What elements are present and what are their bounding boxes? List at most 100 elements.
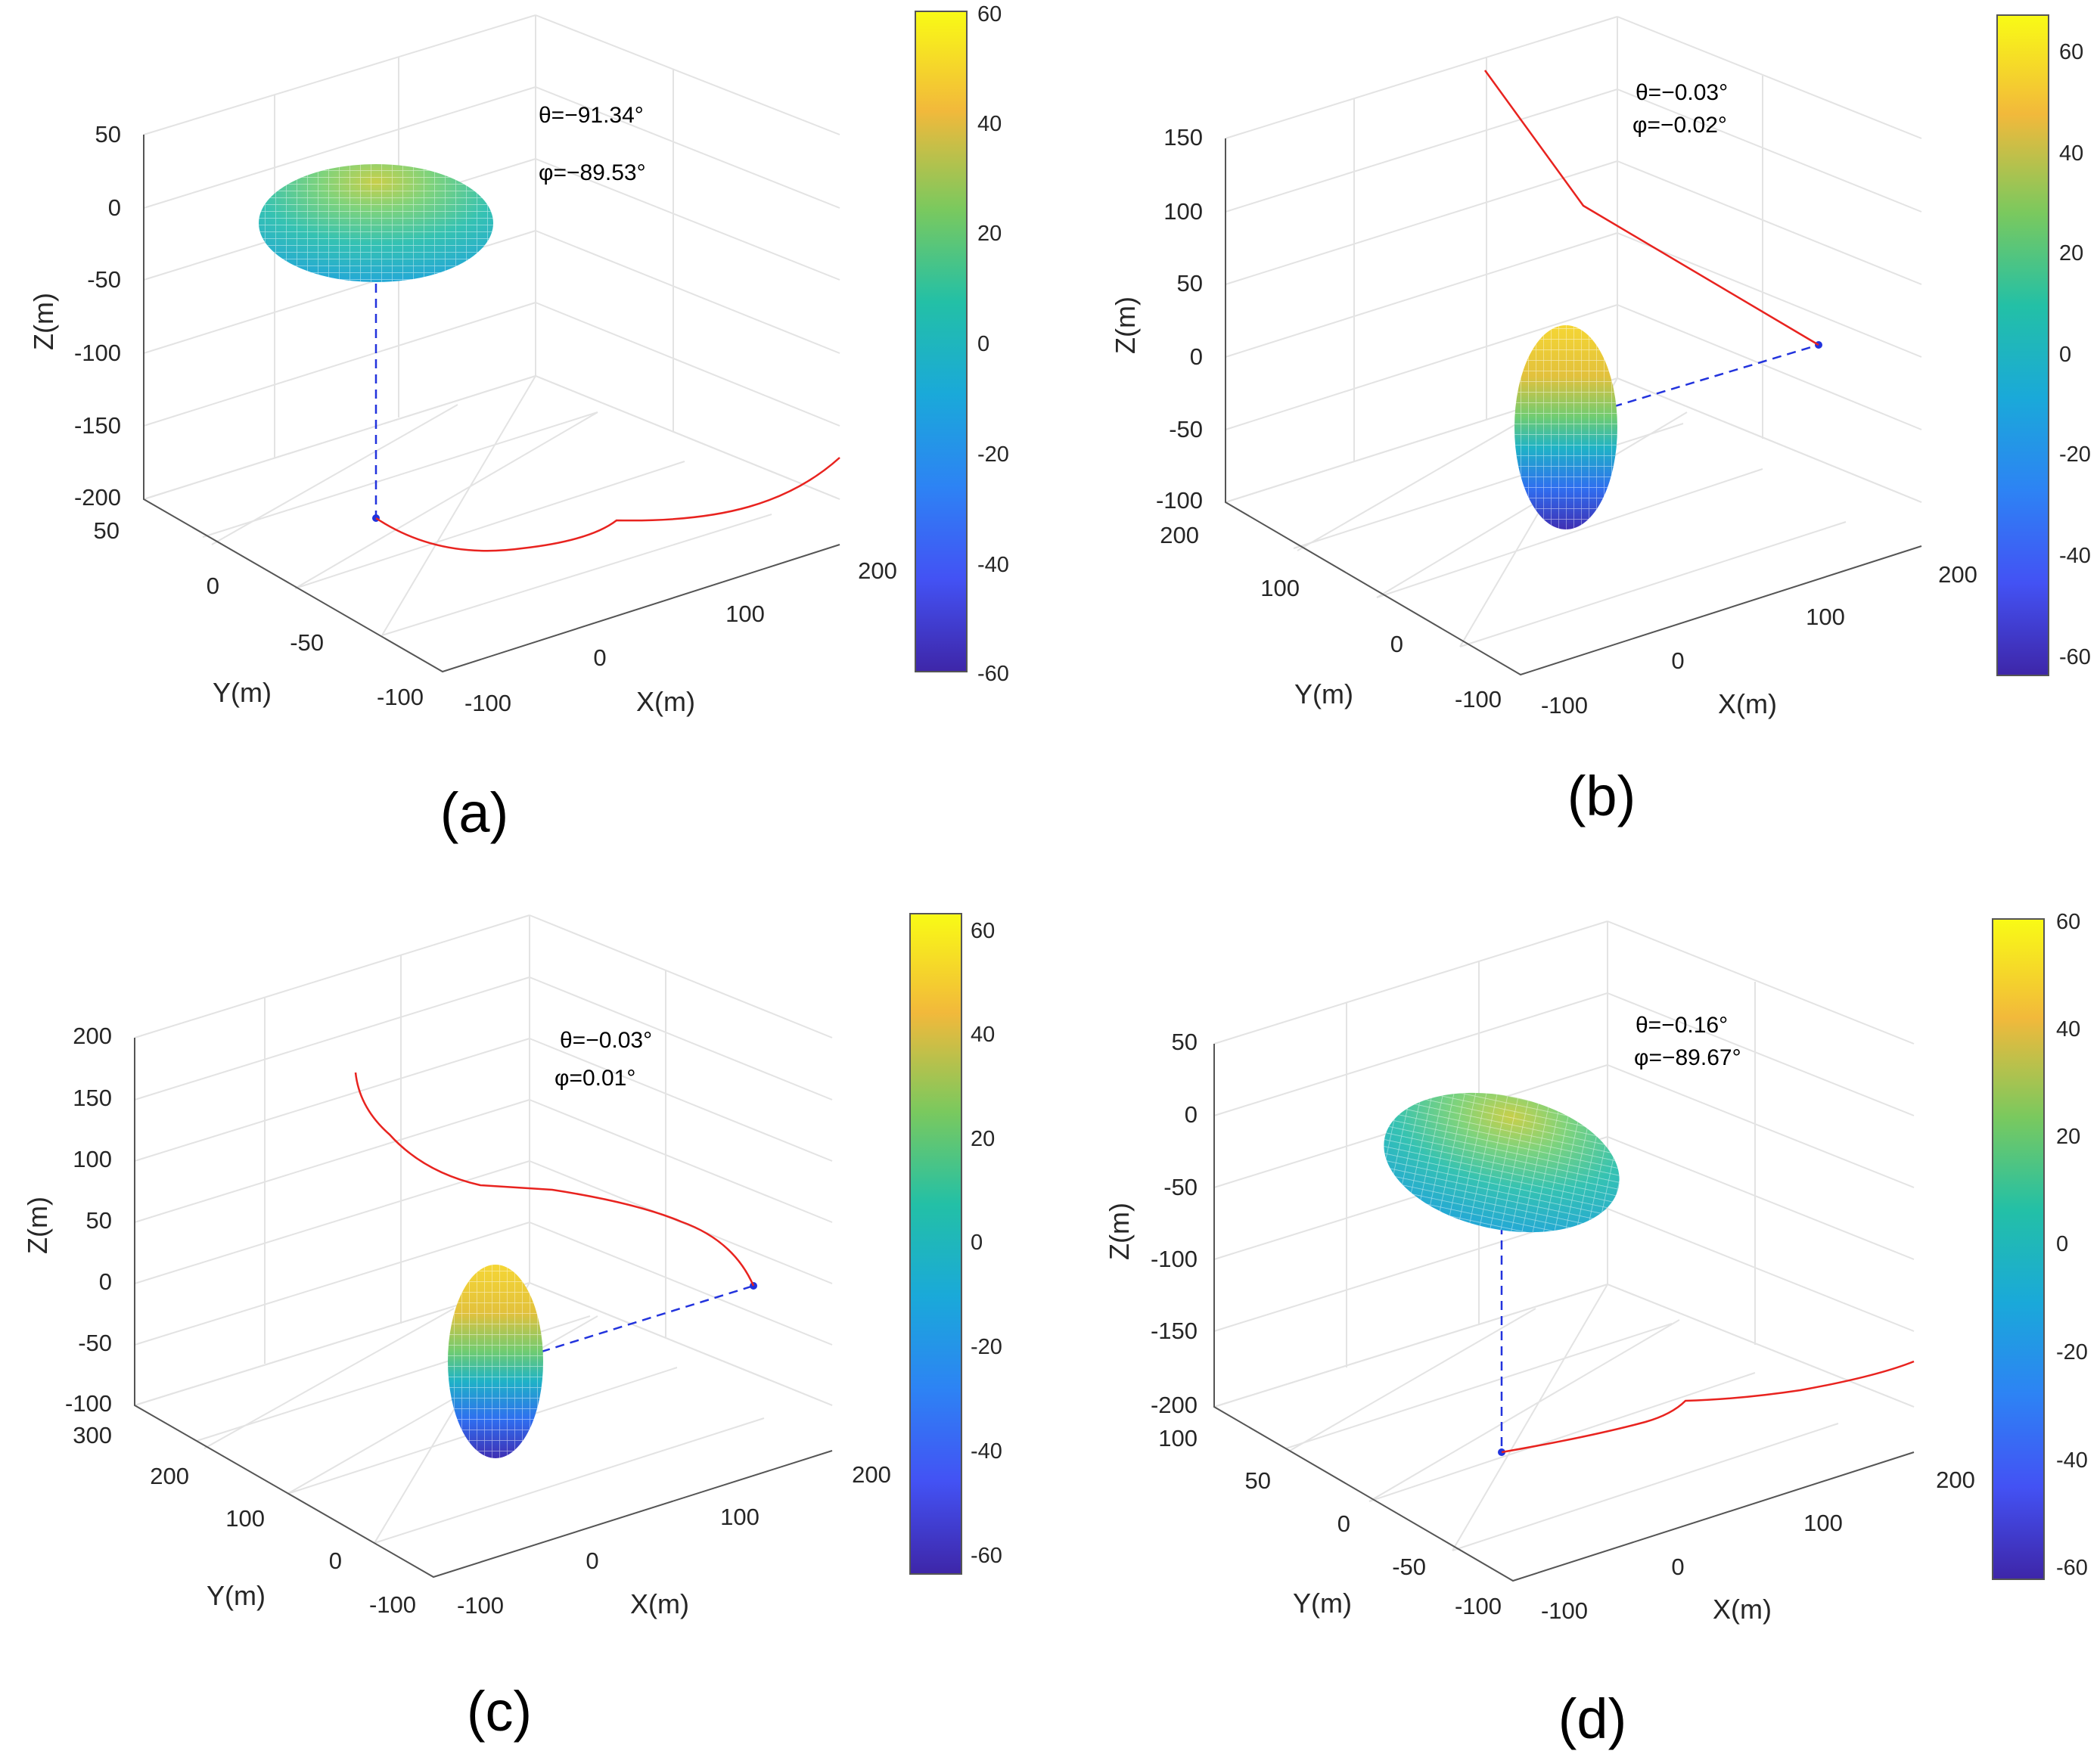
- panel-a-phi: φ=−89.53°: [539, 160, 646, 185]
- panel-c-x-ticks: -100 0 100 200: [457, 1461, 891, 1619]
- panel-d-x-tick: 0: [1671, 1554, 1684, 1580]
- panel-b-x-tick: 100: [1806, 604, 1845, 630]
- panel-a-y-tick: -100: [377, 684, 424, 710]
- panel-b-cb-tick: -60: [2059, 645, 2091, 669]
- panel-a-trajectory: [375, 457, 840, 552]
- panel-a: 50 0 -50 -100 -150 -200 50 0 -50 -100 -1…: [28, 2, 1009, 844]
- panel-b-cb-tick: 0: [2059, 343, 2071, 367]
- panel-c-y-tick: 300: [73, 1422, 112, 1448]
- panel-d-phi: φ=−89.67°: [1634, 1045, 1741, 1070]
- panel-a-cb-tick: 20: [977, 222, 1002, 246]
- panel-d-y-label: Y(m): [1293, 1588, 1352, 1619]
- panel-c-axes: [134, 1038, 833, 1579]
- panel-b-cb-tick: -20: [2059, 442, 2091, 467]
- panel-d-x-label: X(m): [1713, 1594, 1772, 1625]
- panel-a-y-ticks: 50 0 -50 -100: [94, 517, 424, 710]
- panel-c-z-label: Z(m): [22, 1197, 53, 1254]
- panel-a-cb-tick: -60: [977, 662, 1009, 686]
- panel-a-x-ticks: -100 0 100 200: [464, 557, 897, 716]
- panel-a-z-tick: -200: [74, 484, 121, 511]
- panel-d-y-tick: -100: [1455, 1593, 1502, 1619]
- panel-a-cb-tick: 40: [977, 112, 1002, 136]
- panel-a-y-tick: 50: [94, 517, 120, 544]
- panel-a-label: (a): [440, 781, 508, 844]
- panel-c-y-tick: 200: [150, 1463, 189, 1489]
- panel-a-z-tick: 0: [108, 194, 121, 221]
- panel-c-z-tick: -100: [65, 1390, 112, 1417]
- panel-c-z-tick: 100: [73, 1146, 112, 1172]
- panel-a-cb-tick: -40: [977, 553, 1009, 577]
- panel-c-y-tick: 100: [225, 1505, 265, 1532]
- panel-a-z-tick: -100: [74, 340, 121, 366]
- panel-c-trajectory: [354, 1072, 755, 1287]
- panel-d-x-tick: -100: [1541, 1597, 1588, 1624]
- panel-b-z-tick: 150: [1163, 124, 1203, 151]
- panel-c-ellipsoid: [448, 1265, 543, 1458]
- panel-c-y-label: Y(m): [207, 1580, 266, 1611]
- panel-b-y-tick: 200: [1160, 522, 1199, 548]
- panel-b-theta: θ=−0.03°: [1636, 80, 1728, 105]
- panel-d-grid: [1213, 920, 1915, 1551]
- panel-b-axes: [1225, 138, 1922, 676]
- panel-c-x-label: X(m): [630, 1588, 689, 1619]
- panel-b-ellipsoid: [1514, 325, 1617, 529]
- panel-a-y-label: Y(m): [213, 677, 272, 708]
- panel-a-cb-tick: 0: [977, 332, 989, 356]
- panel-a-axes: [143, 135, 840, 673]
- panel-a-ellipsoid: [259, 164, 493, 282]
- panel-b-colorbar: 60 40 20 0 -20 -40 -60: [1996, 14, 2091, 676]
- panel-c-colorbar: 60 40 20 0 -20 -40 -60: [909, 913, 1002, 1575]
- panel-c-z-tick: 0: [99, 1268, 112, 1295]
- panel-c-theta: θ=−0.03°: [560, 1028, 652, 1053]
- panel-c-y-tick: -100: [369, 1591, 416, 1618]
- panel-a-z-label: Z(m): [28, 293, 59, 350]
- panel-b-z-label: Z(m): [1110, 296, 1141, 354]
- panel-c-z-tick: 150: [73, 1085, 112, 1111]
- panel-b-x-tick: -100: [1541, 692, 1588, 719]
- panel-d-trajectory: [1501, 1360, 1915, 1454]
- panel-b-cb-tick: 60: [2059, 40, 2083, 64]
- panel-a-x-tick: 100: [725, 601, 765, 627]
- panel-b-x-ticks: -100 0 100 200: [1541, 561, 1977, 719]
- panel-b-z-tick: 0: [1190, 343, 1203, 370]
- panel-c-cb-tick: -20: [971, 1335, 1002, 1359]
- panel-a-theta: θ=−91.34°: [539, 103, 644, 128]
- panel-d-y-tick: 50: [1245, 1467, 1271, 1494]
- panel-d-colorbar: 60 40 20 0 -20 -40 -60: [1992, 910, 2088, 1580]
- panel-d-cb-tick: 0: [2056, 1232, 2068, 1256]
- panel-c-cb-tick: 0: [971, 1231, 983, 1255]
- panel-d-cb-tick: -60: [2056, 1556, 2088, 1580]
- panel-d-theta: θ=−0.16°: [1636, 1013, 1728, 1038]
- panel-d-ellipsoid: [1384, 1092, 1620, 1233]
- panel-b-target-line: [1569, 343, 1819, 421]
- panel-d-label: (d): [1558, 1687, 1626, 1750]
- panel-d-x-ticks: -100 0 100 200: [1541, 1467, 1975, 1624]
- panel-d-z-tick: -50: [1163, 1174, 1198, 1200]
- panel-b-phi: φ=−0.02°: [1632, 113, 1727, 138]
- panel-a-y-tick: 0: [207, 573, 219, 599]
- panel-d-cb-tick: 60: [2056, 910, 2080, 934]
- panel-b-z-tick: -50: [1169, 416, 1203, 442]
- panel-d-y-tick: 0: [1337, 1510, 1350, 1537]
- panel-a-cb-tick: -20: [977, 442, 1009, 467]
- panel-b-cb-tick: -40: [2059, 544, 2091, 568]
- panel-b-x-tick: 200: [1938, 561, 1977, 588]
- panel-c-z-tick: 200: [73, 1023, 112, 1049]
- panel-c: 200 150 100 50 0 -50 -100 300 200 100 0 …: [22, 913, 1002, 1743]
- panel-c-cb-tick: -60: [971, 1544, 1002, 1568]
- panel-d-z-tick: -150: [1151, 1318, 1198, 1344]
- panel-a-z-tick: -150: [74, 412, 121, 439]
- panel-d-z-tick: 0: [1185, 1101, 1198, 1128]
- panel-a-z-tick: 50: [95, 121, 121, 147]
- panel-b-trajectory: [1483, 70, 1819, 346]
- panel-c-y-ticks: 300 200 100 0 -100: [73, 1422, 416, 1618]
- panel-b-y-ticks: 200 100 0 -100: [1160, 522, 1502, 712]
- panel-b-z-ticks: 150 100 50 0 -50 -100: [1156, 124, 1203, 514]
- panel-d-y-tick: -50: [1392, 1554, 1426, 1580]
- panel-a-x-tick: -100: [464, 690, 511, 716]
- panel-c-z-tick: 50: [86, 1207, 112, 1234]
- panel-d-axes: [1213, 1044, 1915, 1582]
- panel-d-z-ticks: 50 0 -50 -100 -150 -200: [1151, 1029, 1198, 1418]
- panel-c-cb-tick: 40: [971, 1023, 995, 1047]
